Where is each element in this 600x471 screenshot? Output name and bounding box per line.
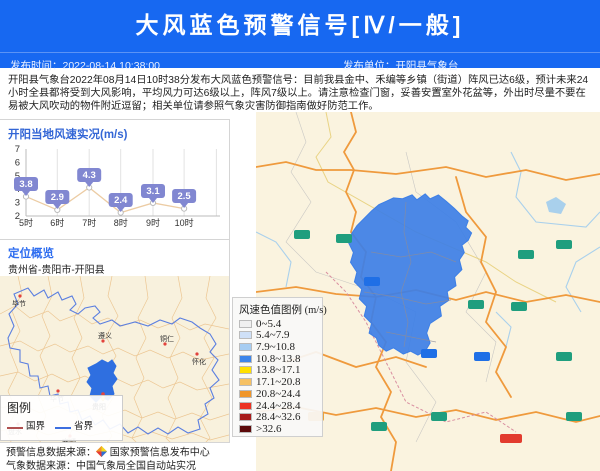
svg-text:铜仁: 铜仁 (160, 334, 174, 343)
svg-text:6: 6 (15, 157, 20, 168)
svg-text:2.4: 2.4 (114, 195, 128, 206)
svg-text:6时: 6时 (50, 217, 64, 228)
svg-text:7: 7 (15, 144, 20, 155)
svg-text:毕节: 毕节 (12, 299, 26, 308)
svg-text:2.5: 2.5 (177, 191, 191, 202)
svg-text:5时: 5时 (19, 217, 33, 228)
svg-text:8时: 8时 (114, 217, 128, 228)
svg-text:9时: 9时 (146, 217, 160, 228)
svg-text:4.3: 4.3 (83, 170, 96, 181)
svg-text:怀化: 怀化 (192, 357, 206, 366)
svg-text:遵义: 遵义 (98, 331, 112, 340)
svg-text:7时: 7时 (82, 217, 96, 228)
svg-text:3: 3 (15, 197, 20, 208)
svg-text:10时: 10时 (175, 217, 194, 228)
svg-text:3.1: 3.1 (146, 186, 160, 197)
svg-text:2.9: 2.9 (51, 192, 64, 203)
svg-text:3.8: 3.8 (19, 179, 32, 190)
